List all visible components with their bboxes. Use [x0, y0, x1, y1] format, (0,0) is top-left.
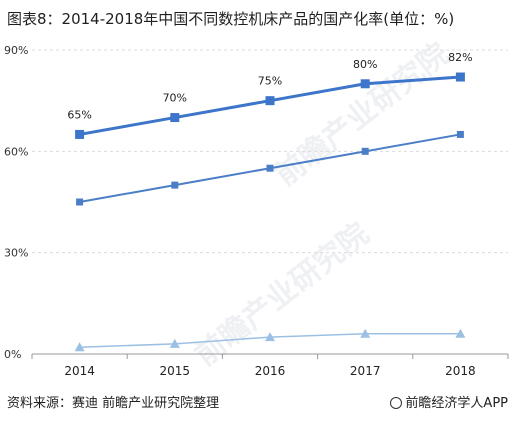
y-tick-label: 60% — [4, 145, 28, 158]
y-tick-label: 30% — [4, 247, 28, 260]
brand-label: 前瞻经济学人APP — [405, 396, 508, 411]
data-point — [171, 181, 179, 189]
data-label: 65% — [67, 108, 91, 121]
data-point — [360, 79, 370, 89]
source-note: 资料来源：赛迪 前瞻产业研究院整理 — [7, 396, 220, 411]
data-point — [360, 328, 371, 338]
y-tick-label: 0% — [4, 348, 21, 361]
chart-title: 图表8：2014-2018年中国不同数控机床产品的国产化率(单位：%) — [7, 10, 455, 28]
x-tick-label: 2017 — [350, 364, 381, 378]
data-label: 75% — [258, 75, 282, 88]
data-point — [169, 338, 180, 348]
data-point — [456, 130, 464, 138]
x-tick-label: 2014 — [64, 364, 95, 378]
y-tick-label: 90% — [4, 44, 28, 57]
data-point — [455, 328, 466, 338]
data-point — [74, 342, 85, 352]
grid — [32, 49, 508, 355]
data-point — [361, 147, 369, 155]
data-point — [455, 72, 465, 82]
x-axis: 2014 2015 2016 2017 2018 — [31, 354, 509, 378]
data-point — [75, 129, 85, 139]
data-point — [76, 198, 84, 206]
data-label: 82% — [448, 51, 472, 64]
data-point — [265, 96, 275, 106]
data-label: 70% — [163, 92, 187, 105]
data-point — [170, 113, 180, 123]
data-point — [266, 164, 274, 172]
data-label: 80% — [353, 58, 377, 71]
brand-logo-icon — [390, 397, 403, 409]
brand-credit: 前瞻经济学人APP — [390, 392, 508, 411]
y-axis: 0% 30% 60% 90% — [4, 44, 28, 361]
data-point — [265, 332, 275, 342]
x-tick-label: 2016 — [255, 364, 286, 378]
series-group: 65% 70% 75% 80% 82% — [67, 51, 473, 352]
x-tick-label: 2018 — [445, 364, 476, 378]
x-tick-label: 2015 — [160, 364, 191, 378]
